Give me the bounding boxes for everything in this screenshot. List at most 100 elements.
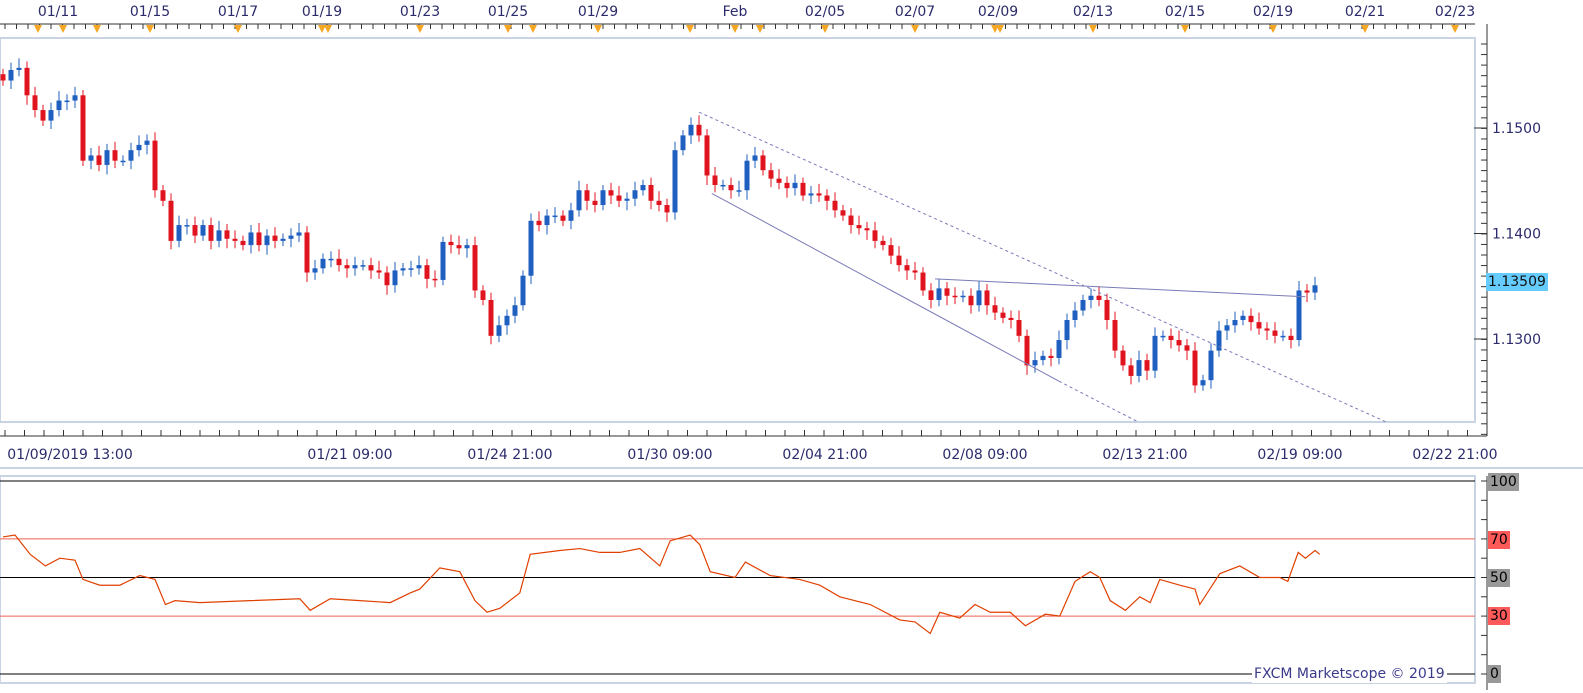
candle-up — [520, 275, 526, 306]
top-date-label: 02/23 — [1435, 4, 1475, 20]
candle-down — [480, 290, 486, 300]
event-marker-icon — [529, 25, 537, 33]
candle-up — [736, 190, 742, 192]
candle-down — [1024, 335, 1030, 366]
candle-down — [584, 190, 590, 201]
event-marker-icon — [1361, 25, 1369, 33]
top-date-label: 02/21 — [1345, 4, 1385, 20]
candle-down — [208, 225, 214, 241]
candle-down — [896, 255, 902, 266]
bottom-date-label: 01/30 09:00 — [627, 447, 712, 463]
candle-up — [464, 245, 470, 249]
candle-up — [1056, 340, 1062, 358]
candle-down — [232, 238, 238, 241]
top-date-label: 02/05 — [805, 4, 845, 20]
candle-down — [1112, 320, 1118, 351]
candle-down — [1000, 312, 1006, 318]
top-date-label: 01/15 — [130, 4, 170, 20]
event-marker-icon — [1181, 25, 1189, 33]
candle-down — [704, 135, 710, 176]
candle-up — [1200, 380, 1206, 386]
candle-down — [1184, 345, 1190, 351]
candle-down — [1288, 335, 1294, 341]
candle-down — [160, 190, 166, 201]
candle-down — [536, 220, 542, 226]
candle-down — [1144, 360, 1150, 371]
candle-up — [1160, 335, 1166, 338]
candle-up — [568, 210, 574, 221]
candle-up — [1280, 335, 1286, 338]
candle-up — [200, 225, 206, 236]
rsi-label-100: 100 — [1488, 473, 1519, 491]
candle-down — [648, 184, 654, 201]
candle-down — [80, 95, 86, 161]
candle-down — [912, 270, 918, 273]
rsi-panel-frame — [0, 475, 1476, 684]
candle-up — [1136, 360, 1142, 376]
candle-down — [456, 245, 462, 249]
trendline — [698, 111, 1388, 423]
candle-down — [336, 258, 342, 266]
candle-up — [72, 95, 78, 101]
candle-up — [1240, 315, 1246, 321]
candle-up — [632, 190, 638, 199]
candle-down — [168, 200, 174, 241]
candle-up — [936, 288, 942, 300]
candle-up — [312, 268, 318, 273]
candle-down — [760, 155, 766, 171]
candle-down — [192, 225, 198, 236]
candle-down — [656, 200, 662, 206]
candle-down — [472, 245, 478, 291]
candle-down — [848, 215, 854, 226]
candle-up — [392, 270, 398, 286]
candle-up — [400, 268, 406, 271]
candle-up — [1208, 350, 1214, 381]
candle-up — [792, 182, 798, 189]
candle-up — [1224, 325, 1230, 331]
event-marker-icon — [324, 25, 332, 33]
event-marker-icon — [416, 25, 424, 33]
candle-down — [368, 265, 374, 271]
candle-up — [328, 258, 334, 261]
event-marker-icon — [1451, 25, 1459, 33]
candle-up — [624, 198, 630, 201]
top-date-label: 02/19 — [1253, 4, 1293, 20]
candle-up — [640, 184, 646, 191]
top-date-label: 02/15 — [1165, 4, 1205, 20]
event-marker-icon — [686, 25, 694, 33]
candle-up — [672, 150, 678, 213]
candle-up — [1072, 310, 1078, 321]
event-marker-icon — [34, 25, 42, 33]
candle-down — [880, 240, 886, 246]
candle-down — [256, 232, 262, 246]
candle-up — [264, 235, 270, 246]
candle-up — [1152, 335, 1158, 371]
candle-up — [16, 67, 22, 70]
candle-down — [1248, 315, 1254, 323]
candle-down — [40, 110, 46, 121]
event-marker-icon — [146, 25, 154, 33]
candle-down — [984, 290, 990, 306]
event-marker-icon — [1269, 25, 1277, 33]
candle-up — [1088, 295, 1094, 300]
candle-down — [888, 245, 894, 256]
candle-up — [960, 295, 966, 298]
candle-up — [496, 325, 502, 336]
candle-down — [560, 215, 566, 221]
candle-up — [1216, 330, 1222, 351]
candle-up — [720, 184, 726, 187]
candle-down — [1256, 322, 1262, 329]
event-marker-icon — [59, 25, 67, 33]
candle-down — [272, 235, 278, 241]
event-marker-icon — [594, 25, 602, 33]
candle-up — [688, 124, 694, 136]
candle-down — [616, 195, 622, 201]
current-price-tag: 1.13509 — [1486, 273, 1548, 291]
candle-up — [576, 190, 582, 211]
top-date-label: 01/11 — [38, 4, 78, 20]
candle-down — [928, 290, 934, 300]
candle-up — [1296, 290, 1302, 341]
candle-down — [816, 193, 822, 196]
